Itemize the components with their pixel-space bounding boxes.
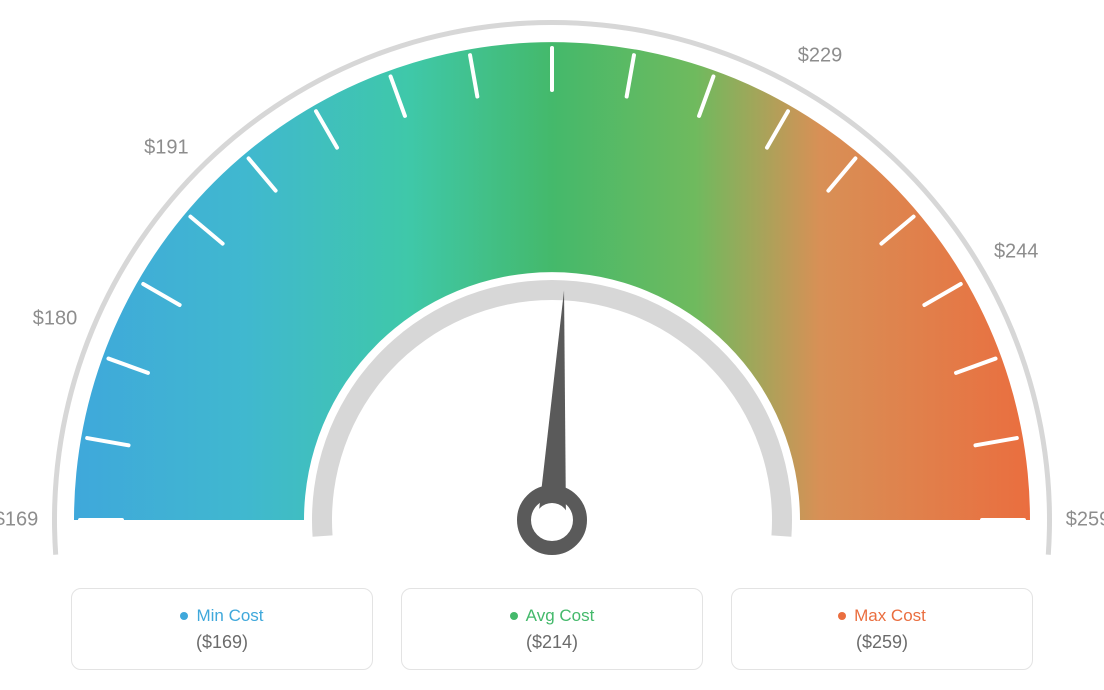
tick-label: $259 [1066,509,1104,532]
legend-min-dot [180,612,188,620]
legend-max-top: Max Cost [838,606,926,626]
cost-gauge-chart: $169$180$191$214$229$244$259 Min Cost ($… [0,0,1104,690]
legend-card-min: Min Cost ($169) [71,588,373,670]
legend-card-avg: Avg Cost ($214) [401,588,703,670]
tick-label: $244 [994,241,1039,264]
legend-avg-top: Avg Cost [510,606,595,626]
legend-avg-value: ($214) [526,632,578,653]
legend-card-max: Max Cost ($259) [731,588,1033,670]
gauge-svg [0,0,1104,560]
gauge-area: $169$180$191$214$229$244$259 [0,0,1104,560]
tick-label: $180 [33,308,78,331]
legend-min-label: Min Cost [196,606,263,626]
legend-min-value: ($169) [196,632,248,653]
legend-max-value: ($259) [856,632,908,653]
tick-label: $169 [0,509,38,532]
tick-label: $191 [144,136,189,159]
legend-min-top: Min Cost [180,606,263,626]
legend-avg-dot [510,612,518,620]
legend-max-dot [838,612,846,620]
legend-avg-label: Avg Cost [526,606,595,626]
legend-row: Min Cost ($169) Avg Cost ($214) Max Cost… [0,588,1104,670]
tick-label: $229 [798,44,843,67]
legend-max-label: Max Cost [854,606,926,626]
